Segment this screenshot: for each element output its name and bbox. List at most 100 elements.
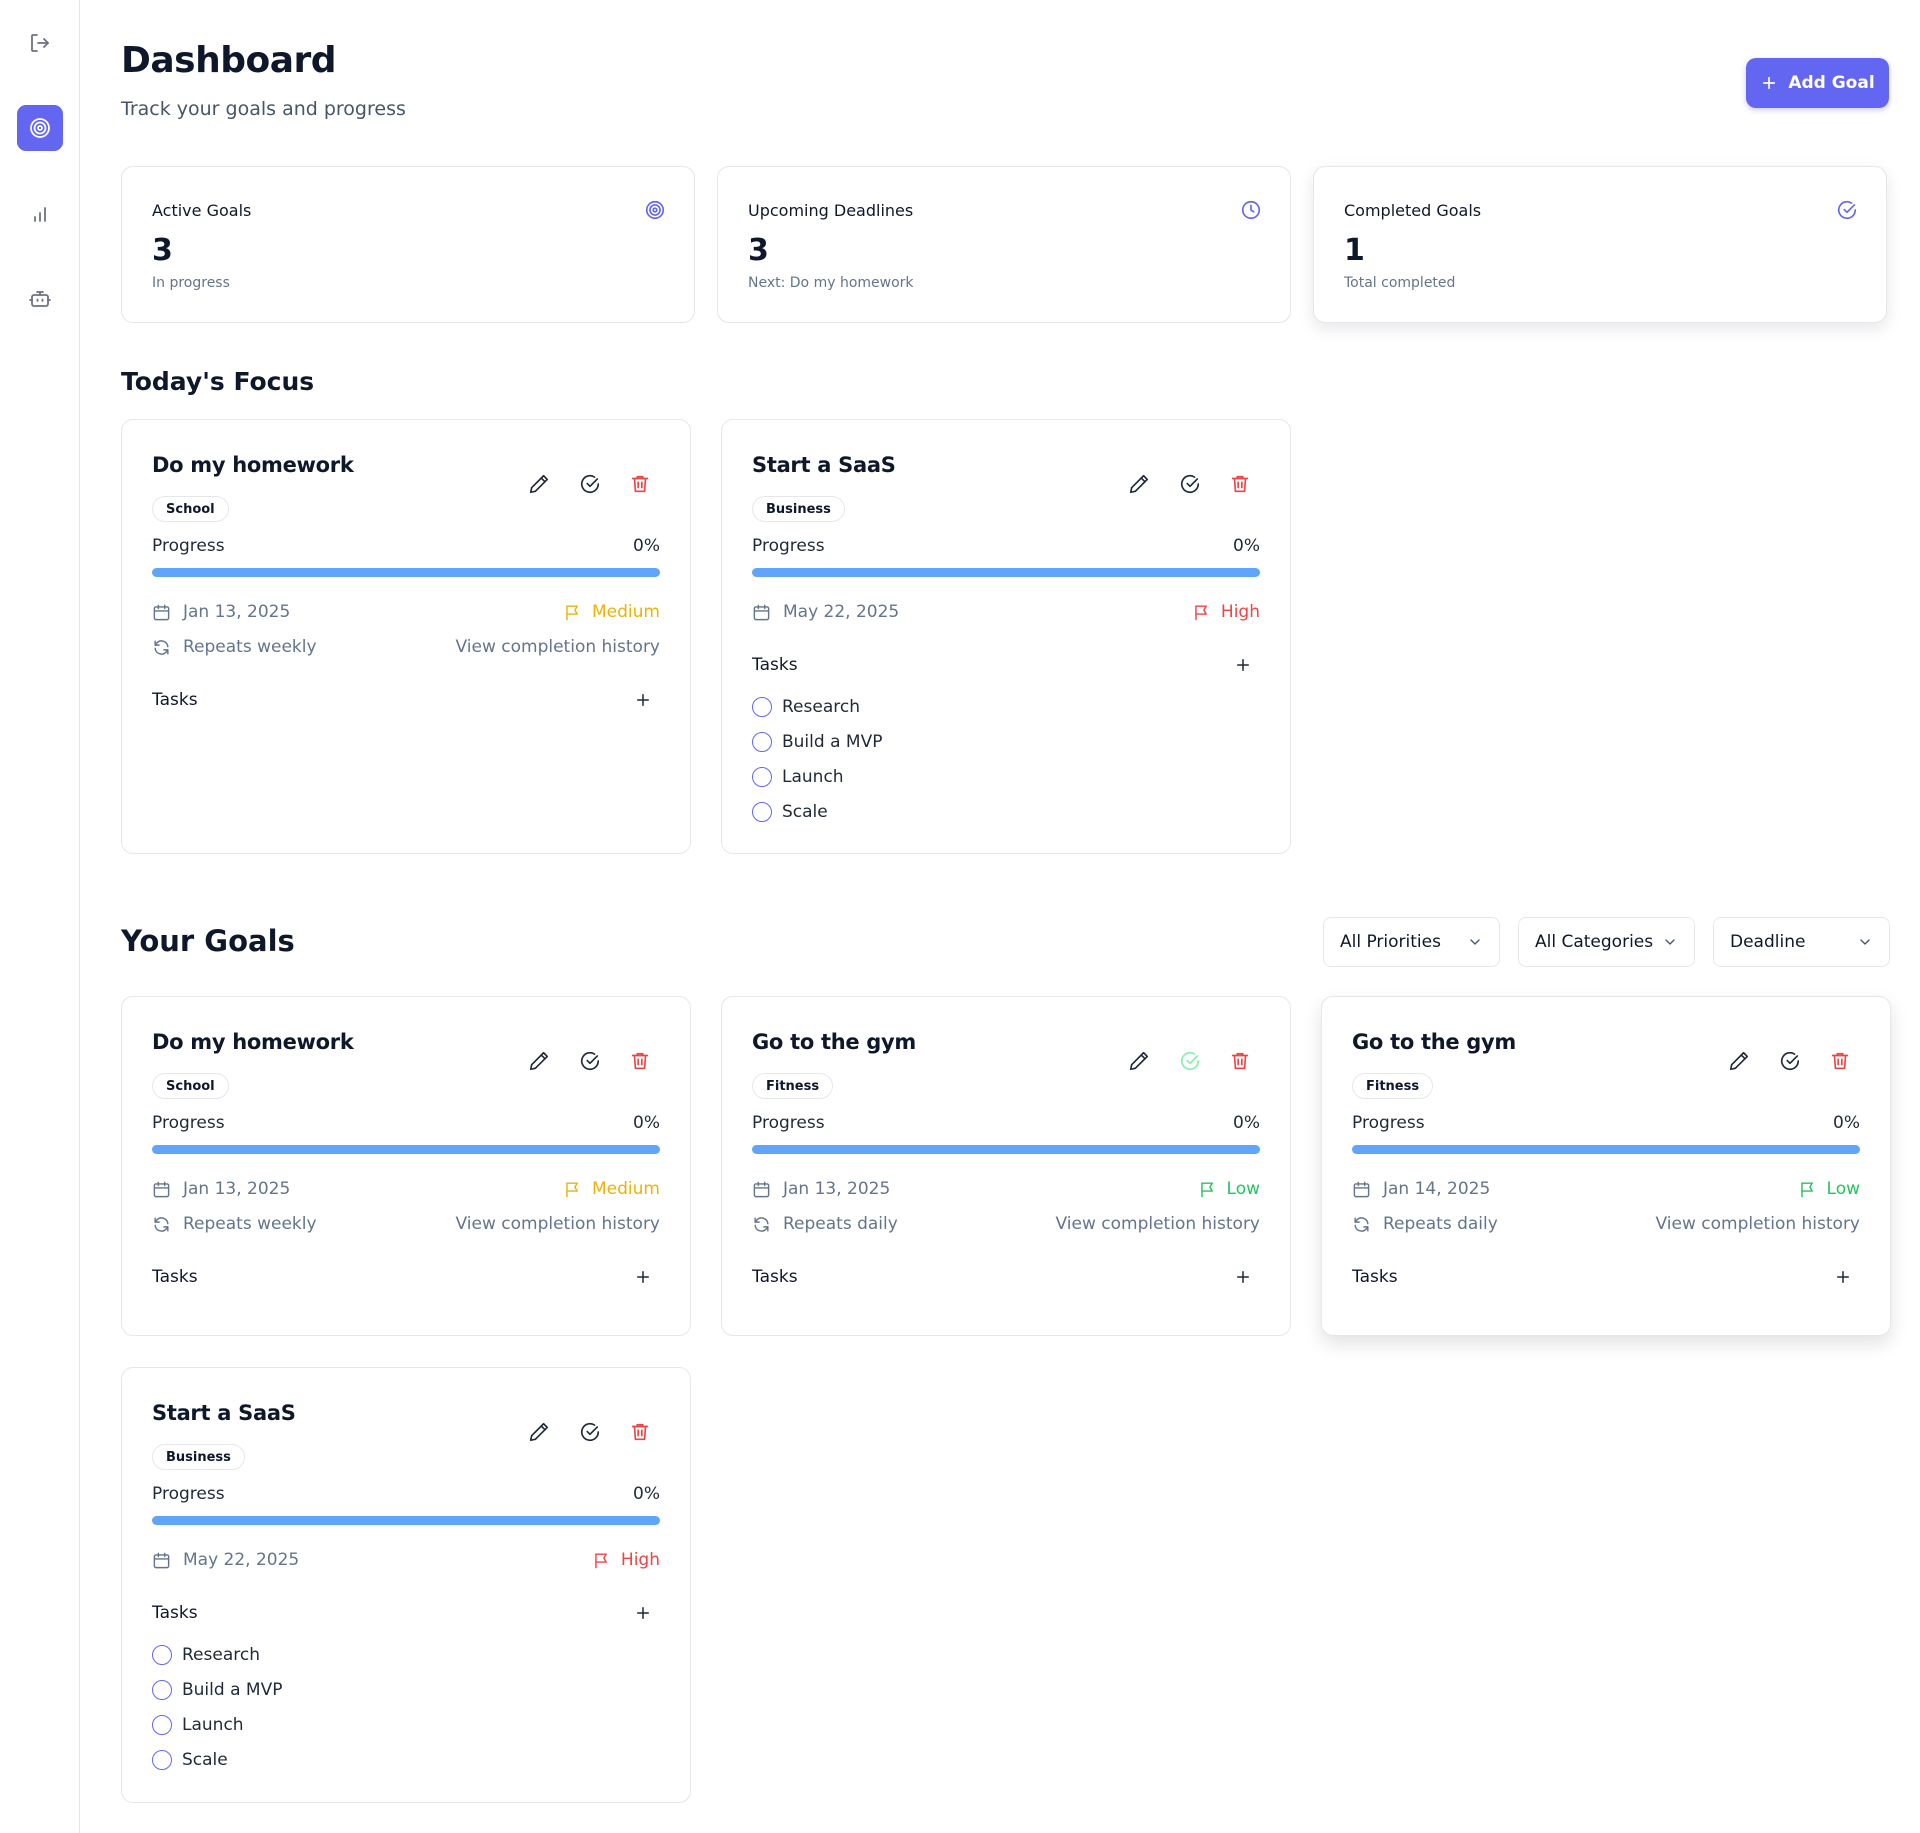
task-checkbox[interactable]: [152, 1645, 172, 1665]
task-item[interactable]: Research: [752, 695, 860, 719]
task-item[interactable]: Build a MVP: [152, 1678, 282, 1702]
delete-goal-button[interactable]: [1228, 472, 1252, 496]
repeat-icon: [1354, 1216, 1369, 1232]
add-task-icon[interactable]: [1234, 1268, 1252, 1286]
progress-percent: 0%: [1233, 1113, 1260, 1133]
view-history-link[interactable]: View completion history: [455, 1214, 660, 1234]
flag-icon: [1195, 604, 1207, 620]
logout-button[interactable]: [17, 20, 63, 66]
category-filter-select[interactable]: All Categories: [1518, 917, 1695, 967]
delete-goal-button[interactable]: [628, 1049, 652, 1073]
add-goal-button[interactable]: Add Goal: [1746, 58, 1889, 108]
stat-sub: In progress: [152, 275, 230, 291]
repeat-icon: [154, 1216, 169, 1232]
complete-goal-button[interactable]: [1178, 1049, 1202, 1073]
task-checkbox[interactable]: [152, 1680, 172, 1700]
add-task-icon[interactable]: [634, 1268, 652, 1286]
priority-filter-select[interactable]: All Priorities: [1323, 917, 1500, 967]
complete-goal-button[interactable]: [578, 1049, 602, 1073]
category-tag: Fitness: [1352, 1073, 1434, 1099]
complete-goal-button[interactable]: [1778, 1049, 1802, 1073]
goal-title: Start a SaaS: [152, 1401, 296, 1425]
edit-goal-button[interactable]: [527, 1049, 551, 1073]
tasks-header: Tasks: [1352, 1265, 1860, 1289]
task-checkbox[interactable]: [752, 732, 772, 752]
delete-goal-button[interactable]: [1228, 1049, 1252, 1073]
progress-bar: [1352, 1145, 1860, 1154]
nav-assistant-button[interactable]: [17, 276, 63, 322]
task-item[interactable]: Scale: [152, 1748, 228, 1772]
view-history-link[interactable]: View completion history: [1655, 1214, 1860, 1234]
stat-card-upcoming-deadlines: Upcoming Deadlines 3 Next: Do my homewor…: [717, 166, 1291, 323]
progress-percent: 0%: [1233, 536, 1260, 556]
deadline-row: Jan 13, 2025 Medium: [152, 600, 660, 624]
complete-goal-button[interactable]: [578, 1420, 602, 1444]
complete-goal-button[interactable]: [578, 472, 602, 496]
task-label: Launch: [782, 767, 844, 787]
nav-goals-button[interactable]: [17, 105, 63, 151]
clock-icon: [1241, 200, 1261, 220]
priority-indicator: Medium: [563, 1179, 660, 1199]
task-label: Scale: [782, 802, 828, 822]
chevron-down-icon: [1470, 939, 1480, 945]
task-label: Build a MVP: [782, 732, 883, 752]
add-task-icon[interactable]: [1234, 656, 1252, 674]
priority-indicator: Medium: [563, 602, 660, 622]
delete-goal-button[interactable]: [628, 1420, 652, 1444]
trash-icon: [1231, 475, 1249, 493]
task-item[interactable]: Launch: [152, 1713, 244, 1737]
task-item[interactable]: Scale: [752, 800, 828, 824]
pencil-icon: [1129, 1051, 1149, 1071]
deadline-date: Jan 13, 2025: [183, 1179, 291, 1199]
priority-label: Medium: [592, 1179, 660, 1199]
progress-bar: [152, 568, 660, 577]
chevron-down-icon: [1860, 939, 1870, 945]
task-checkbox[interactable]: [752, 767, 772, 787]
add-task-icon[interactable]: [634, 1604, 652, 1622]
deadline-date: Jan 13, 2025: [783, 1179, 891, 1199]
bar-chart-icon: [34, 207, 46, 222]
task-checkbox[interactable]: [152, 1750, 172, 1770]
task-item[interactable]: Research: [152, 1643, 260, 1667]
view-history-link[interactable]: View completion history: [1055, 1214, 1260, 1234]
task-checkbox[interactable]: [752, 697, 772, 717]
sort-select[interactable]: Deadline: [1713, 917, 1890, 967]
progress-label: Progress: [752, 536, 825, 556]
category-tag: Business: [152, 1444, 245, 1470]
delete-goal-button[interactable]: [628, 472, 652, 496]
edit-goal-button[interactable]: [1127, 472, 1151, 496]
check-circle-icon: [1780, 1051, 1800, 1071]
priority-label: High: [1220, 602, 1260, 622]
task-item[interactable]: Launch: [752, 765, 844, 789]
stat-value: 3: [748, 233, 769, 268]
repeat-row: Repeats weekly View completion history: [152, 635, 660, 659]
tasks-header: Tasks: [152, 1265, 660, 1289]
edit-goal-button[interactable]: [1727, 1049, 1751, 1073]
edit-goal-button[interactable]: [1127, 1049, 1151, 1073]
page-title: Dashboard: [121, 40, 337, 81]
your-goals-heading: Your Goals: [121, 924, 295, 958]
add-task-icon[interactable]: [634, 691, 652, 709]
priority-filter-value: All Priorities: [1340, 932, 1441, 952]
add-task-icon[interactable]: [1834, 1268, 1852, 1286]
priority-indicator: Low: [1798, 1179, 1860, 1199]
edit-goal-button[interactable]: [527, 472, 551, 496]
complete-goal-button[interactable]: [1178, 472, 1202, 496]
task-checkbox[interactable]: [152, 1715, 172, 1735]
tasks-header: Tasks: [152, 1601, 660, 1625]
tasks-label: Tasks: [152, 690, 198, 710]
category-tag: School: [152, 1073, 229, 1099]
deadline-date: Jan 13, 2025: [183, 602, 291, 622]
tasks-label: Tasks: [152, 1603, 198, 1623]
view-history-link[interactable]: View completion history: [455, 637, 660, 657]
sidebar: [0, 0, 80, 1833]
stat-label: Completed Goals: [1344, 201, 1482, 220]
flag-icon: [595, 1552, 607, 1568]
tasks-header: Tasks: [752, 1265, 1260, 1289]
nav-analytics-button[interactable]: [17, 191, 63, 237]
delete-goal-button[interactable]: [1828, 1049, 1852, 1073]
task-checkbox[interactable]: [752, 802, 772, 822]
check-circle-icon: [1180, 474, 1200, 494]
edit-goal-button[interactable]: [527, 1420, 551, 1444]
task-item[interactable]: Build a MVP: [752, 730, 882, 754]
